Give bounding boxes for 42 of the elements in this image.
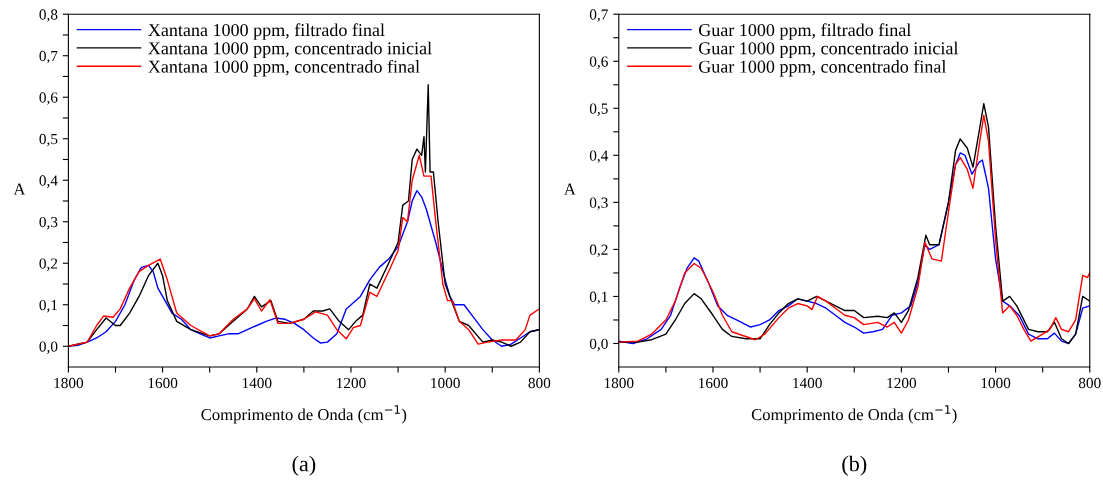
y-axis-title: A (563, 183, 576, 195)
x-tick-label: 800 (1078, 377, 1101, 389)
x-tick-label: 1400 (793, 377, 822, 389)
x-tick-label: 1200 (337, 377, 366, 389)
y-tick-label: 0,3 (39, 216, 58, 230)
y-tick-label: 0,7 (589, 9, 608, 22)
x-tick-label: 1400 (242, 377, 272, 389)
x-tick-label: 1800 (54, 377, 84, 389)
y-tick-label: 0,0 (589, 338, 608, 352)
y-tick-label: 0,5 (589, 103, 608, 116)
legend-label: Xantana 1000 ppm, concentrado final (148, 59, 420, 77)
x-tick-label: 1000 (981, 377, 1011, 389)
y-tick-label: 0,2 (589, 244, 608, 258)
y-tick-label: 0,1 (589, 291, 608, 305)
y-tick-label: 0,5 (39, 133, 58, 147)
x-axis-title: Comprimento de Onda (cm$^{−1}$) (751, 405, 957, 424)
y-tick-label: 0,4 (589, 150, 609, 163)
y-tick-label: 0,0 (39, 341, 58, 354)
y-tick-label: 0,4 (39, 175, 58, 188)
text: (b) (842, 455, 867, 476)
y-axis-title: A (13, 183, 26, 195)
legend-label: Guar 1000 ppm, filtrado final (698, 23, 911, 40)
y-tick-label: 0,2 (39, 258, 58, 271)
x-tick-label: 1600 (148, 377, 178, 389)
y-tick-label: 0,6 (589, 56, 608, 69)
x-tick-label: 1000 (431, 377, 460, 389)
x-tick-label: 1600 (699, 377, 728, 389)
x-tick-label: 1800 (604, 377, 634, 389)
y-tick-label: 0,8 (39, 9, 58, 22)
legend-label: Xantana 1000 ppm, filtrado final (148, 23, 385, 40)
text: (a) (292, 455, 316, 476)
x-axis-title: Comprimento de Onda (cm$^{−1}$) (201, 405, 407, 424)
line-series (68, 154, 540, 347)
legend-label: Guar 1000 ppm, concentrado inicial (698, 41, 959, 59)
y-tick-label: 0,3 (589, 197, 608, 211)
y-tick-label: 0,7 (39, 50, 58, 64)
y-tick-label: 0,6 (39, 92, 58, 105)
x-tick-label: 800 (528, 377, 551, 389)
x-tick-label: 1200 (887, 377, 917, 389)
y-tick-label: 0,1 (39, 299, 58, 313)
legend-label: Guar 1000 ppm, concentrado final (698, 59, 947, 77)
legend-label: Xantana 1000 ppm, concentrado inicial (148, 41, 432, 59)
